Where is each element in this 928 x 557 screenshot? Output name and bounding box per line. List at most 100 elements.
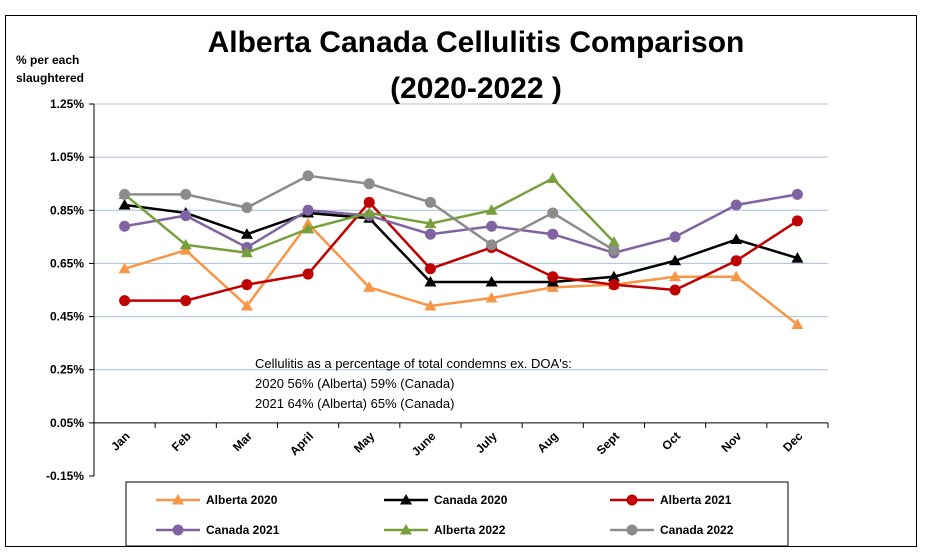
- data-point: [118, 262, 131, 274]
- x-tick-label: July: [473, 429, 500, 456]
- data-point: [791, 215, 803, 227]
- legend-label: Alberta 2020: [206, 493, 278, 507]
- y-axis-label-line-1: % per each: [16, 53, 79, 67]
- data-point: [302, 170, 314, 182]
- data-point: [119, 188, 131, 200]
- y-tick-label: 1.05%: [50, 150, 84, 164]
- legend-item: Alberta 2020: [156, 493, 278, 507]
- legend-label: Canada 2020: [434, 493, 508, 507]
- annotation-line-1: Cellulitis as a percentage of total cond…: [255, 356, 572, 371]
- data-point: [179, 238, 192, 250]
- data-point: [607, 270, 620, 282]
- series-canada-2021: [119, 188, 803, 259]
- data-point: [730, 255, 742, 267]
- data-point: [241, 279, 253, 291]
- x-tick-label: Mar: [230, 429, 255, 454]
- data-point: [791, 252, 804, 263]
- x-tick-label: Oct: [659, 429, 683, 453]
- data-point: [730, 233, 743, 245]
- x-tick-label: Dec: [780, 429, 806, 455]
- chart-title-line-2: (2020-2022 ): [390, 72, 562, 105]
- data-point: [730, 270, 743, 282]
- series-line: [124, 193, 798, 255]
- data-point: [302, 217, 315, 229]
- y-tick-label: 0.85%: [50, 203, 84, 217]
- y-tick-label: 0.05%: [50, 416, 84, 430]
- data-point: [486, 239, 498, 251]
- data-point: [363, 196, 375, 208]
- legend-item: Canada 2021: [156, 523, 280, 537]
- data-point: [669, 270, 682, 282]
- legend-swatch-marker: [626, 494, 638, 506]
- y-tick-label: 1.25%: [50, 97, 84, 111]
- data-point: [118, 198, 131, 210]
- y-axis-label-line-2: slaughtered: [16, 71, 84, 85]
- y-ticks: 1.25% 1.05% 0.85% 0.65% 0.45% 0.25% 0.05% -0.15…: [46, 97, 84, 483]
- data-point: [180, 210, 192, 222]
- data-point: [240, 228, 253, 239]
- data-point: [486, 220, 498, 232]
- data-point: [424, 263, 436, 275]
- data-point: [547, 228, 559, 240]
- legend-item: Canada 2020: [384, 493, 508, 507]
- data-point: [669, 284, 681, 296]
- data-point: [730, 199, 742, 211]
- legend-box: [125, 481, 789, 546]
- series-canada-2022: [119, 170, 620, 256]
- data-point: [180, 295, 192, 307]
- x-ticks: Jan Feb Mar April May June July Aug Sept Oct Nov De…: [108, 429, 806, 459]
- data-point: [547, 271, 559, 283]
- legend-swatch-marker: [172, 524, 184, 536]
- data-point: [424, 299, 437, 311]
- data-point: [302, 222, 315, 234]
- x-tick-label: Feb: [169, 429, 194, 454]
- x-tick-label: June: [409, 429, 439, 459]
- data-point: [608, 244, 620, 256]
- x-tick-label: April: [287, 429, 316, 458]
- data-point: [240, 246, 253, 258]
- legend-swatch-marker: [626, 524, 638, 536]
- data-point: [485, 204, 498, 215]
- data-point: [424, 276, 437, 287]
- data-point: [424, 217, 437, 229]
- chart-frame: 1.25% 1.05% 0.85% 0.65% 0.45% 0.25% 0.05% -0.15…: [5, 15, 917, 547]
- data-point: [363, 281, 376, 292]
- data-point: [791, 188, 803, 200]
- x-tick-label: Nov: [718, 429, 744, 455]
- legend-item: Canada 2022: [610, 523, 734, 537]
- y-tick-label: 0.65%: [50, 256, 84, 270]
- x-tick-label: May: [351, 429, 378, 456]
- y-tick-label: 0.25%: [50, 363, 84, 377]
- series-line: [124, 221, 799, 326]
- data-point: [669, 254, 682, 266]
- data-point: [363, 206, 376, 218]
- data-point: [119, 295, 131, 307]
- x-tick-label: Jan: [108, 429, 133, 454]
- axes: [89, 103, 829, 477]
- series-line: [124, 200, 799, 302]
- annotation-line-3: 2021 64% (Alberta) 65% (Canada): [255, 396, 454, 411]
- series-canada-2020: [118, 198, 804, 287]
- data-point: [180, 188, 192, 200]
- legend-swatch-marker: [172, 494, 184, 505]
- legend-label: Alberta 2021: [660, 493, 732, 507]
- legend-label: Canada 2021: [206, 523, 280, 537]
- legend-item: Alberta 2021: [610, 493, 732, 507]
- data-point: [179, 244, 192, 255]
- data-point: [302, 268, 314, 280]
- data-point: [424, 228, 436, 240]
- data-point: [241, 202, 253, 214]
- series-group: [118, 170, 804, 330]
- data-point: [485, 276, 498, 287]
- data-point: [240, 299, 253, 311]
- y-tick-label: 0.45%: [50, 310, 84, 324]
- data-point: [546, 281, 559, 292]
- annotation-line-2: 2020 56% (Alberta) 59% (Canada): [255, 376, 454, 391]
- legend-item: Alberta 2022: [384, 523, 506, 537]
- data-point: [791, 318, 804, 330]
- y-tick-label: -0.15%: [46, 469, 84, 483]
- grid-lines: [94, 103, 828, 371]
- data-point: [546, 172, 559, 183]
- legend: Alberta 2020 Canada 2020 Alberta 2021 Canad…: [125, 481, 789, 546]
- chart-svg: 1.25% 1.05% 0.85% 0.65% 0.45% 0.25% 0.05% -0.15…: [16, 26, 829, 546]
